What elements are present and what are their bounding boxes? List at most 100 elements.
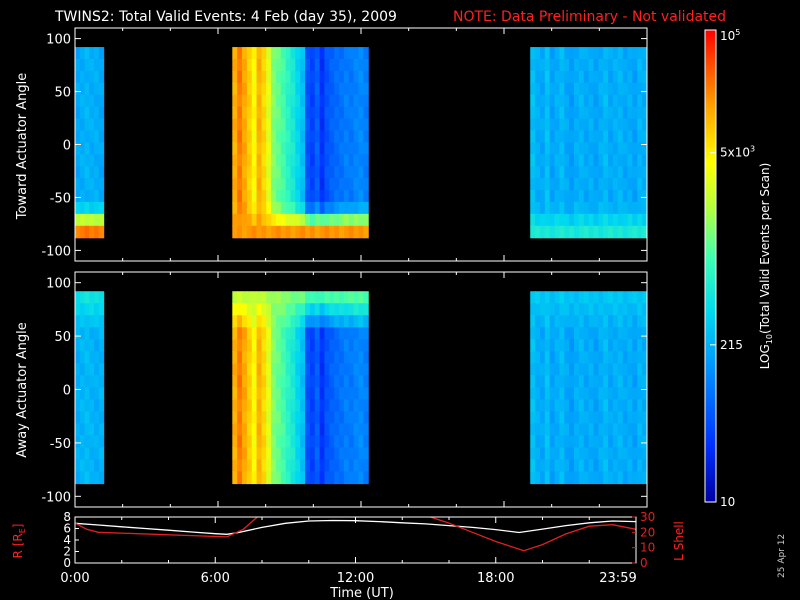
toward-heatmap-cell xyxy=(251,118,258,132)
away-heatmap-cell xyxy=(564,351,570,364)
toward-heatmap-cell xyxy=(261,47,267,60)
away-heatmap-cell xyxy=(637,315,643,328)
away-heatmap-cell xyxy=(544,351,551,364)
radius-label-sub: E xyxy=(18,528,27,533)
toward-heatmap-cell xyxy=(98,166,105,179)
toward-heatmap-cell xyxy=(583,190,590,203)
toward-heatmap-cell xyxy=(608,166,614,179)
away-heatmap-cell xyxy=(608,387,614,400)
toward-heatmap-cell xyxy=(588,178,595,191)
away-heatmap-cell xyxy=(608,363,614,376)
away-heatmap-cell xyxy=(539,351,546,364)
toward-heatmap-cell xyxy=(256,82,263,96)
toward-heatmap-cell xyxy=(232,94,238,108)
away-heatmap-cell xyxy=(612,399,619,412)
toward-heatmap-cell xyxy=(251,58,258,72)
toward-heatmap-cell xyxy=(324,118,330,132)
toward-heatmap-cell xyxy=(261,94,267,108)
away-heatmap-cell xyxy=(237,399,243,412)
away-heatmap-cell xyxy=(612,351,619,364)
away-heatmap-cell xyxy=(256,459,263,473)
toward-heatmap-cell xyxy=(544,213,551,227)
toward-heatmap-cell xyxy=(637,225,643,239)
toward-heatmap-cell xyxy=(285,130,292,143)
away-heatmap-cell xyxy=(339,303,345,316)
away-heatmap-cell xyxy=(627,399,634,412)
toward-heatmap-cell xyxy=(324,166,330,179)
away-heatmap-cell xyxy=(627,351,634,364)
away-heatmap-cell xyxy=(530,351,536,364)
away-heatmap-cell xyxy=(363,459,369,473)
away-heatmap-cell xyxy=(94,375,100,388)
toward-heatmap-cell xyxy=(574,118,580,132)
away-heatmap-cell xyxy=(295,435,301,449)
toward-heatmap-cell xyxy=(275,47,282,60)
away-heatmap-cell xyxy=(237,459,243,473)
away-heatmap-cell xyxy=(627,315,634,328)
away-heatmap-cell xyxy=(280,423,287,437)
toward-heatmap-cell xyxy=(305,142,311,155)
toward-heatmap-cell xyxy=(75,142,81,155)
toward-heatmap-cell xyxy=(363,118,369,132)
away-heatmap-cell xyxy=(339,351,345,364)
toward-heatmap-cell xyxy=(314,106,321,120)
away-heatmap-cell xyxy=(266,351,272,364)
toward-heatmap-cell xyxy=(583,106,590,120)
toward-heatmap-cell xyxy=(275,58,282,72)
toward-heatmap-cell xyxy=(285,58,292,72)
away-heatmap-cell xyxy=(237,327,243,340)
toward-heatmap-cell xyxy=(598,58,604,72)
toward-heatmap-cell xyxy=(569,130,575,143)
away-heatmap-cell xyxy=(578,315,585,328)
toward-heatmap-cell xyxy=(554,213,561,227)
away-heatmap-cell xyxy=(353,447,360,461)
away-heatmap-cell xyxy=(339,399,345,412)
toward-heatmap-cell xyxy=(539,178,546,191)
toward-heatmap-cell xyxy=(554,82,561,96)
toward-heatmap-cell xyxy=(94,58,100,72)
away-heatmap-cell xyxy=(256,447,263,461)
toward-heatmap-cell xyxy=(588,106,595,120)
toward-heatmap-cell xyxy=(358,118,364,132)
toward-heatmap-cell xyxy=(261,190,267,203)
away-heatmap-cell xyxy=(632,399,638,412)
toward-heatmap-cell xyxy=(578,118,585,132)
toward-heatmap-cell xyxy=(574,47,580,60)
away-heatmap-cell xyxy=(363,471,369,485)
toward-heatmap-cell xyxy=(300,94,306,108)
toward-heatmap-cell xyxy=(535,106,541,120)
away-y-tick-label: -100 xyxy=(41,490,71,505)
away-heatmap-cell xyxy=(574,471,580,485)
away-heatmap-cell xyxy=(295,387,301,400)
away-heatmap-cell xyxy=(642,399,647,412)
toward-heatmap-cell xyxy=(343,106,350,120)
away-heatmap-cell xyxy=(559,363,565,376)
toward-heatmap-cell xyxy=(339,47,345,60)
toward-heatmap-cell xyxy=(559,201,565,215)
toward-heatmap-cell xyxy=(539,70,546,84)
away-heatmap-cell xyxy=(84,435,90,449)
toward-y-tick-label: 100 xyxy=(46,33,71,48)
away-heatmap-cell xyxy=(535,351,541,364)
toward-heatmap-cell xyxy=(593,118,599,132)
away-heatmap-cell xyxy=(574,411,580,425)
away-heatmap-cell xyxy=(334,339,340,352)
away-heatmap-cell xyxy=(290,363,296,376)
away-heatmap-cell xyxy=(79,435,86,449)
toward-heatmap-cell xyxy=(544,178,551,191)
toward-heatmap-cell xyxy=(363,225,369,239)
away-heatmap-cell xyxy=(290,399,296,412)
away-heatmap-cell xyxy=(627,291,634,304)
away-heatmap-cell xyxy=(237,447,243,461)
away-heatmap-cell xyxy=(549,387,556,400)
toward-heatmap-cell xyxy=(275,130,282,143)
away-heatmap-cell xyxy=(295,339,301,352)
away-heatmap-cell xyxy=(309,459,316,473)
away-heatmap-cell xyxy=(622,339,629,352)
away-heatmap-cell xyxy=(535,303,541,316)
away-heatmap-cell xyxy=(564,435,570,449)
away-heatmap-cell xyxy=(242,471,248,485)
away-heatmap-cell xyxy=(564,315,570,328)
toward-heatmap-cell xyxy=(564,118,570,132)
toward-heatmap-cell xyxy=(94,94,100,108)
